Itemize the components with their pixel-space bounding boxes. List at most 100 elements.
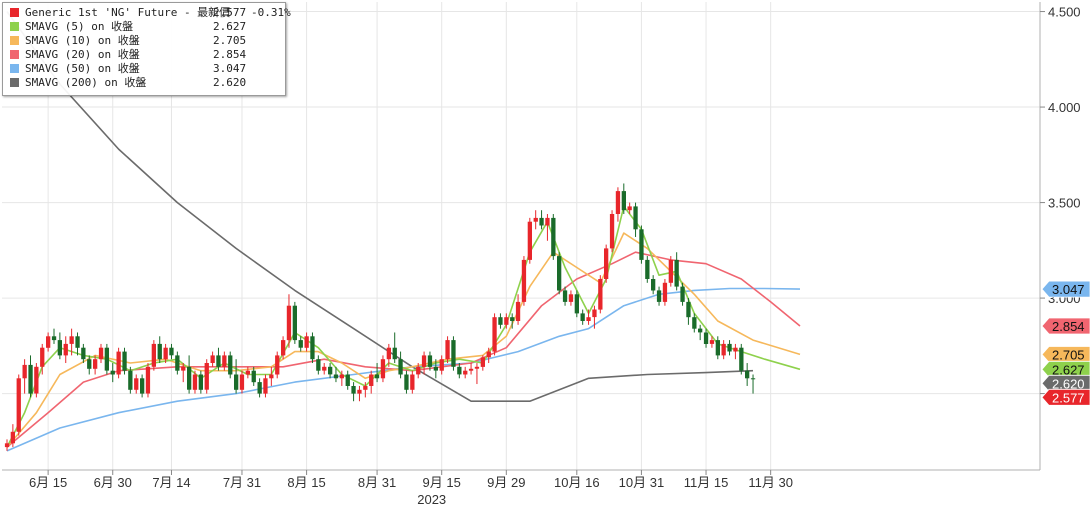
x-tick-label: 10月 31 <box>619 475 665 490</box>
legend-item-sma5[interactable]: SMAVG (5) on 收盤 2.627 <box>7 20 281 33</box>
legend-swatch <box>10 78 19 87</box>
value-tag: 3.047 <box>1041 280 1090 298</box>
x-tick-label: 8月 15 <box>287 475 325 490</box>
sma-line <box>6 251 801 448</box>
candle-body <box>510 317 515 321</box>
legend-item-sma10[interactable]: SMAVG (10) on 收盤 2.705 <box>7 34 281 47</box>
candle <box>633 202 638 237</box>
candle-body <box>404 374 409 390</box>
legend-value: 3.047 <box>213 62 247 75</box>
candle <box>122 347 127 375</box>
candle <box>175 351 180 375</box>
legend-swatch <box>10 22 19 31</box>
candle <box>204 359 209 394</box>
candle-body <box>51 336 57 341</box>
candle-body <box>439 359 444 371</box>
legend-swatch <box>10 50 19 59</box>
legend-value: 2.854 <box>213 48 247 61</box>
legend-item-sma20[interactable]: SMAVG (20) on 收盤 2.854 <box>7 48 281 61</box>
candle-body <box>222 355 227 367</box>
candle-body <box>392 347 397 360</box>
value-tag-label: 2.577 <box>1052 390 1085 405</box>
candle-body <box>533 217 538 222</box>
legend-value: 2.620 <box>213 76 247 89</box>
candle-body <box>210 355 215 363</box>
candle-body <box>457 366 462 375</box>
candle <box>709 336 715 348</box>
candle-body <box>181 366 186 371</box>
candle-body <box>69 336 74 344</box>
candle-body <box>363 386 368 390</box>
candle <box>715 336 720 360</box>
candle-body <box>715 340 720 356</box>
candle-body <box>421 355 427 367</box>
candle <box>98 343 104 364</box>
candle <box>680 282 685 306</box>
legend-label: SMAVG (50) on 收盤 <box>25 62 140 75</box>
candle-body <box>645 259 650 279</box>
candle-body <box>680 286 685 302</box>
candle-body <box>157 343 162 360</box>
candle <box>104 343 109 375</box>
candle-body <box>598 279 603 310</box>
candle-body <box>257 382 262 394</box>
candle <box>468 363 474 375</box>
candle-body <box>22 364 27 379</box>
candle-body <box>87 359 92 369</box>
legend-item-sma200[interactable]: SMAVG (200) on 收盤 2.620 <box>7 76 281 89</box>
candle-body <box>286 305 292 341</box>
value-tag: 2.627 <box>1041 360 1090 378</box>
candle <box>245 366 250 379</box>
candle-body <box>427 355 433 367</box>
value-tag-bg <box>1041 317 1090 335</box>
x-tick-label: 8月 31 <box>358 475 396 490</box>
candle-body <box>568 294 574 302</box>
x-tick-label: 7月 14 <box>152 475 190 490</box>
value-tag-label: 2.705 <box>1052 347 1085 362</box>
candle-body <box>333 374 339 379</box>
candle-body <box>639 229 644 260</box>
candle <box>621 183 626 215</box>
candle <box>316 355 321 375</box>
legend-swatch <box>10 8 19 17</box>
value-tag: 2.577 <box>1041 388 1090 406</box>
value-tag: 2.854 <box>1041 317 1090 335</box>
candle-body <box>463 370 468 375</box>
legend-item-price[interactable]: Generic 1st 'NG' Future - 最新價 2.577 -0.3… <box>7 6 291 19</box>
candle <box>410 370 415 394</box>
candle <box>651 275 656 295</box>
candle <box>427 351 433 371</box>
candle <box>333 366 339 383</box>
legend-item-sma50[interactable]: SMAVG (50) on 收盤 3.047 <box>7 62 281 75</box>
candle <box>557 252 562 295</box>
candle-body <box>175 355 180 371</box>
candle <box>210 351 215 367</box>
candle-body <box>4 443 10 448</box>
legend-value: 2.627 <box>213 20 247 33</box>
candle-body <box>269 374 274 379</box>
candle-body <box>57 340 62 356</box>
candle-body <box>562 290 568 302</box>
candle <box>598 275 603 314</box>
x-tick-label: 11月 30 <box>748 475 793 490</box>
candle-body <box>498 317 503 325</box>
candle-body <box>604 248 609 279</box>
candle <box>46 332 51 352</box>
candle <box>298 336 303 352</box>
candle-body <box>292 305 297 341</box>
candle-body <box>245 370 250 375</box>
candle-body <box>468 368 474 371</box>
candle <box>515 294 521 325</box>
candle-body <box>750 378 756 380</box>
candle <box>116 347 121 379</box>
candle <box>81 343 86 364</box>
candle <box>486 347 491 364</box>
candle <box>34 363 39 398</box>
chart-legend[interactable]: Generic 1st 'NG' Future - 最新價 2.577 -0.3… <box>2 2 291 96</box>
y-tick-label: 4.500 <box>1048 5 1081 20</box>
legend-swatch <box>10 64 19 73</box>
candle-body <box>615 191 621 214</box>
candle <box>4 439 10 451</box>
candle-body <box>745 370 750 379</box>
